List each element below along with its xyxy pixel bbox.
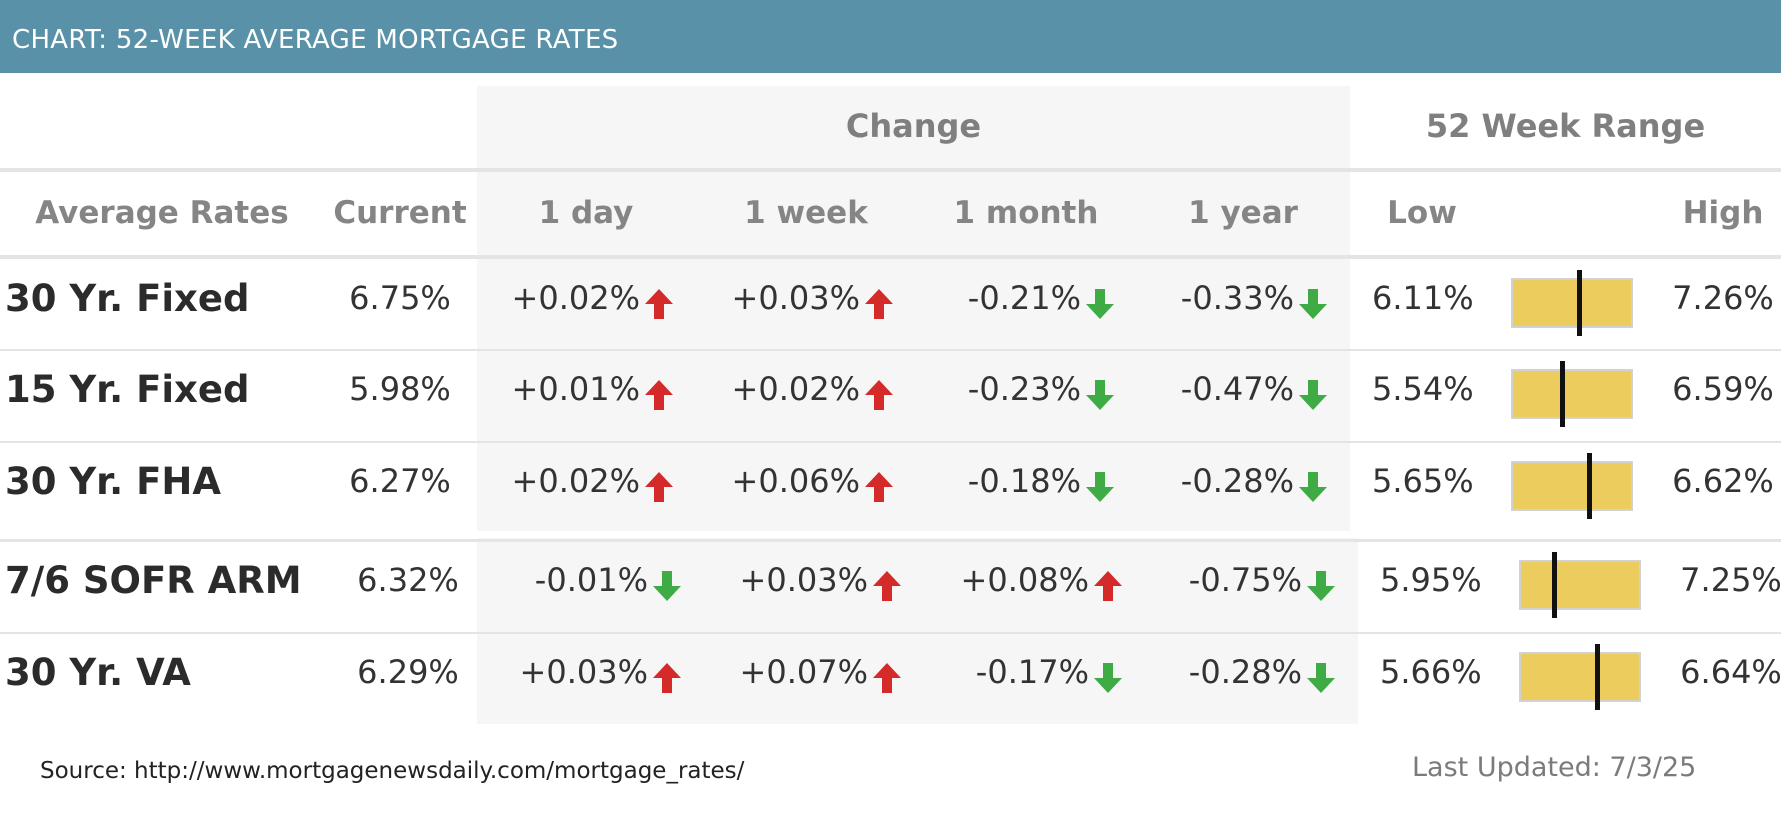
change-1-week-value: +0.06% bbox=[731, 462, 860, 500]
change-1-year-value: -0.28% bbox=[1180, 462, 1294, 500]
column-header-average-rates: Average Rates bbox=[35, 195, 289, 231]
arrow-up-icon bbox=[645, 380, 673, 410]
change-1-month-value: -0.23% bbox=[967, 370, 1081, 408]
range-bar bbox=[1511, 461, 1633, 511]
divider-column-header bbox=[0, 255, 1781, 259]
change-1-week-value: +0.02% bbox=[731, 370, 860, 408]
current-rate: 6.75% bbox=[349, 279, 451, 317]
change-1-week-value: +0.07% bbox=[739, 653, 868, 691]
divider-row-2 bbox=[0, 441, 1781, 443]
title-bar: CHART: 52-WEEK AVERAGE MORTGAGE RATES bbox=[0, 0, 1781, 73]
current-marker bbox=[1576, 270, 1582, 336]
current-rate: 6.32% bbox=[357, 561, 459, 599]
row-label: 30 Yr. Fixed bbox=[5, 277, 250, 320]
arrow-down-icon bbox=[1086, 289, 1114, 319]
divider-row-3 bbox=[0, 539, 1781, 542]
range-high-value: 7.25% bbox=[1680, 561, 1781, 599]
arrow-down-icon bbox=[1094, 663, 1122, 693]
last-updated: Last Updated: 7/3/25 bbox=[1412, 752, 1697, 783]
divider-group-header bbox=[0, 168, 1781, 172]
current-rate: 6.27% bbox=[349, 462, 451, 500]
change-1-year-value: -0.33% bbox=[1180, 279, 1294, 317]
arrow-up-icon bbox=[865, 472, 893, 502]
range-low-value: 6.11% bbox=[1372, 279, 1474, 317]
column-header-low: Low bbox=[1387, 195, 1457, 231]
range-low-value: 5.95% bbox=[1380, 561, 1482, 599]
range-bar bbox=[1519, 560, 1641, 610]
range-group-header: 52 Week Range bbox=[1425, 107, 1706, 145]
range-low-value: 5.66% bbox=[1380, 653, 1482, 691]
change-1-year-value: -0.75% bbox=[1188, 561, 1302, 599]
change-1-day-value: -0.01% bbox=[534, 561, 648, 599]
range-low-value: 5.65% bbox=[1372, 462, 1474, 500]
arrow-down-icon bbox=[653, 571, 681, 601]
row-label: 30 Yr. FHA bbox=[5, 460, 221, 503]
range-high-value: 6.62% bbox=[1672, 462, 1774, 500]
column-header-high: High bbox=[1682, 195, 1764, 231]
column-header-1-year: 1 year bbox=[1188, 195, 1298, 231]
arrow-down-icon bbox=[1299, 380, 1327, 410]
change-1-week-value: +0.03% bbox=[739, 561, 868, 599]
range-high-value: 6.64% bbox=[1680, 653, 1781, 691]
column-header-1-month: 1 month bbox=[953, 195, 1099, 231]
chart-title: CHART: 52-WEEK AVERAGE MORTGAGE RATES bbox=[12, 25, 619, 55]
divider-row-1 bbox=[0, 349, 1781, 351]
row-label: 15 Yr. Fixed bbox=[5, 368, 250, 411]
current-marker bbox=[1560, 361, 1566, 427]
arrow-down-icon bbox=[1299, 472, 1327, 502]
arrow-down-icon bbox=[1299, 289, 1327, 319]
change-1-day-value: +0.03% bbox=[519, 653, 648, 691]
column-header-1-day: 1 day bbox=[538, 195, 634, 231]
arrow-up-icon bbox=[645, 472, 673, 502]
range-high-value: 7.26% bbox=[1672, 279, 1774, 317]
current-rate: 5.98% bbox=[349, 370, 451, 408]
arrow-up-icon bbox=[873, 571, 901, 601]
column-header-1-week: 1 week bbox=[744, 195, 868, 231]
arrow-up-icon bbox=[865, 380, 893, 410]
change-1-month-value: +0.08% bbox=[960, 561, 1089, 599]
current-marker bbox=[1595, 644, 1601, 710]
change-1-day-value: +0.02% bbox=[511, 462, 640, 500]
current-marker bbox=[1586, 453, 1592, 519]
range-bar bbox=[1511, 369, 1633, 419]
change-panel-bottom bbox=[477, 538, 1358, 724]
change-panel-top bbox=[477, 86, 1350, 531]
change-1-year-value: -0.28% bbox=[1188, 653, 1302, 691]
arrow-down-icon bbox=[1307, 663, 1335, 693]
row-label: 30 Yr. VA bbox=[5, 651, 191, 694]
column-header-current: Current bbox=[333, 195, 467, 231]
arrow-down-icon bbox=[1086, 380, 1114, 410]
range-bar bbox=[1511, 278, 1633, 328]
arrow-up-icon bbox=[865, 289, 893, 319]
arrow-up-icon bbox=[873, 663, 901, 693]
change-1-day-value: +0.02% bbox=[511, 279, 640, 317]
arrow-up-icon bbox=[1094, 571, 1122, 601]
change-1-day-value: +0.01% bbox=[511, 370, 640, 408]
change-1-month-value: -0.21% bbox=[967, 279, 1081, 317]
arrow-down-icon bbox=[1086, 472, 1114, 502]
source-note: Source: http://www.mortgagenewsdaily.com… bbox=[40, 758, 745, 784]
current-marker bbox=[1551, 552, 1557, 618]
arrow-up-icon bbox=[653, 663, 681, 693]
arrow-down-icon bbox=[1307, 571, 1335, 601]
change-1-year-value: -0.47% bbox=[1180, 370, 1294, 408]
change-1-month-value: -0.17% bbox=[975, 653, 1089, 691]
divider-row-4 bbox=[0, 632, 1781, 634]
arrow-up-icon bbox=[645, 289, 673, 319]
current-rate: 6.29% bbox=[357, 653, 459, 691]
change-group-header: Change bbox=[845, 107, 982, 145]
range-bar bbox=[1519, 652, 1641, 702]
row-label: 7/6 SOFR ARM bbox=[5, 559, 302, 602]
range-high-value: 6.59% bbox=[1672, 370, 1774, 408]
change-1-month-value: -0.18% bbox=[967, 462, 1081, 500]
range-low-value: 5.54% bbox=[1372, 370, 1474, 408]
change-1-week-value: +0.03% bbox=[731, 279, 860, 317]
